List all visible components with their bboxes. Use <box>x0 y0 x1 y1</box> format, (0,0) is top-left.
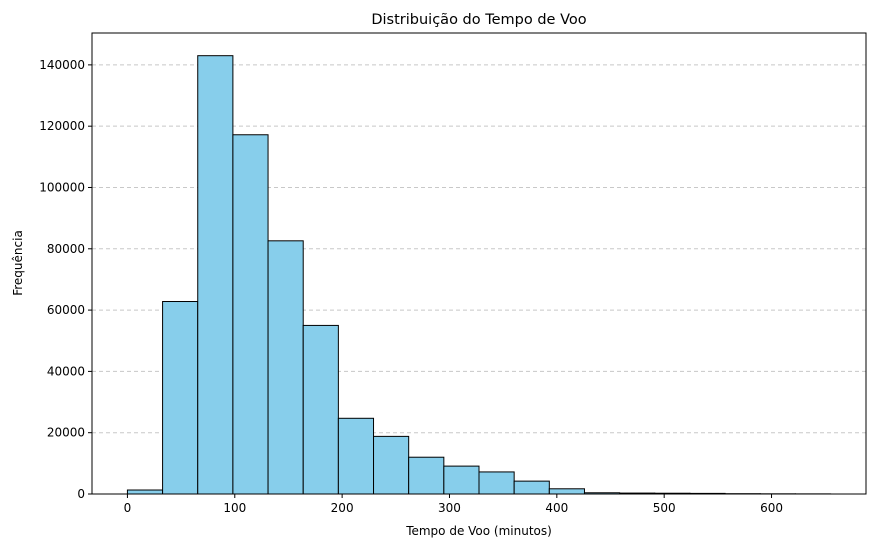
x-tick-label: 200 <box>331 501 354 515</box>
histogram-bar <box>444 466 479 494</box>
y-axis-label: Frequência <box>11 230 25 296</box>
histogram-bar <box>268 241 303 494</box>
y-tick-label: 60000 <box>47 303 85 317</box>
x-tick-label: 300 <box>438 501 461 515</box>
chart-title: Distribuição do Tempo de Voo <box>371 12 586 28</box>
y-tick-label: 40000 <box>47 364 85 378</box>
x-tick-label: 500 <box>653 501 676 515</box>
histogram-bar <box>233 135 268 494</box>
histogram-bar <box>374 436 409 494</box>
x-tick-label: 600 <box>760 501 783 515</box>
y-tick-label: 120000 <box>39 119 85 133</box>
histogram-bar <box>409 457 444 494</box>
x-axis-label: Tempo de Voo (minutos) <box>405 524 552 538</box>
y-tick-label: 140000 <box>39 58 85 72</box>
y-tick-label: 80000 <box>47 242 85 256</box>
x-tick-label: 0 <box>124 501 132 515</box>
histogram-bar <box>198 56 233 494</box>
x-tick-label: 400 <box>545 501 568 515</box>
histogram-bar <box>338 418 373 494</box>
histogram-bar <box>514 481 549 494</box>
x-tick-label: 100 <box>223 501 246 515</box>
histogram-bars <box>127 56 830 494</box>
histogram-bar <box>479 472 514 494</box>
y-tick-label: 0 <box>77 487 85 501</box>
histogram-bar <box>549 489 584 494</box>
histogram-bar <box>303 325 338 494</box>
histogram-bar <box>163 302 198 494</box>
histogram-bar <box>127 490 162 494</box>
y-tick-label: 100000 <box>39 180 85 194</box>
y-tick-label: 20000 <box>47 426 85 440</box>
